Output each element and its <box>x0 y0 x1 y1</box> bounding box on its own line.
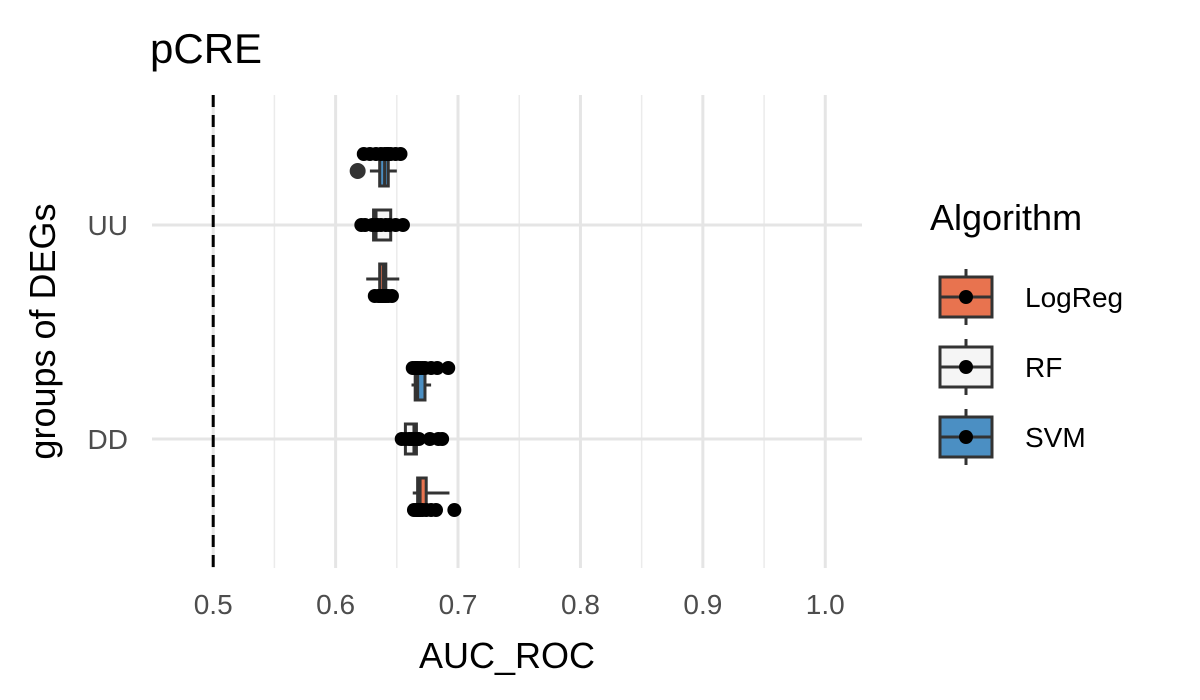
legend-point <box>959 360 973 374</box>
box-rf-dd <box>394 422 450 456</box>
data-point <box>429 503 443 517</box>
data-point <box>435 432 450 446</box>
legend-label: RF <box>1025 352 1062 383</box>
box-svm-uu <box>349 147 408 188</box>
legend-item-rf: RF <box>938 339 1062 395</box>
legend-point <box>959 430 973 444</box>
legend-point <box>959 290 973 304</box>
y-tick-label: UU <box>88 210 128 241</box>
y-tick-label: DD <box>88 424 128 455</box>
x-tick-label: 0.5 <box>194 589 233 620</box>
box-logreg-uu <box>366 262 400 303</box>
x-tick-label: 0.8 <box>561 589 600 620</box>
x-axis-title: AUC_ROC <box>419 635 595 676</box>
data-point <box>411 432 426 446</box>
box-logreg-dd <box>406 476 462 517</box>
data-point <box>395 218 410 232</box>
data-point <box>441 361 456 375</box>
legend-item-logreg: LogReg <box>938 269 1123 325</box>
x-tick-label: 1.0 <box>806 589 845 620</box>
outlier-point <box>349 163 366 179</box>
y-axis-title: groups of DEGs <box>22 203 63 459</box>
data-point <box>430 361 445 375</box>
data-point <box>447 503 462 517</box>
data-point <box>384 289 399 303</box>
x-tick-label: 0.7 <box>439 589 478 620</box>
legend-title: Algorithm <box>930 197 1082 238</box>
plot-title: pCRE <box>150 25 262 72</box>
data-point <box>393 147 408 161</box>
box-svm-dd <box>405 361 456 402</box>
legend-label: SVM <box>1025 422 1086 453</box>
legend-label: LogReg <box>1025 282 1123 313</box>
legend-item-svm: SVM <box>938 409 1086 465</box>
x-tick-label: 0.9 <box>683 589 722 620</box>
x-tick-label: 0.6 <box>316 589 355 620</box>
box-rf-uu <box>354 208 410 242</box>
